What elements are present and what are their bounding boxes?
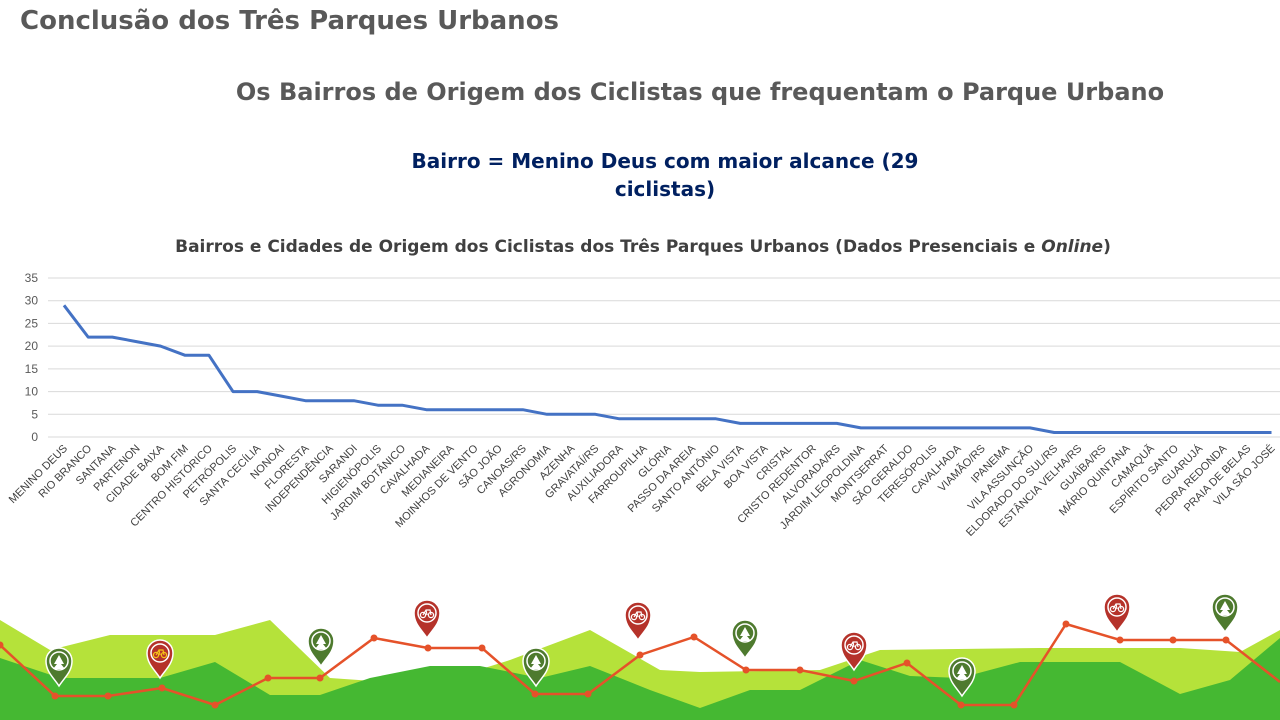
line-chart: Bairros e Cidades de Origem dos Ciclista… — [7, 237, 1280, 539]
y-tick-label: 20 — [25, 339, 39, 353]
y-tick-label: 35 — [25, 271, 39, 285]
bike-pin-icon — [146, 639, 174, 680]
bike-pin-icon — [413, 599, 441, 640]
tree-pin-icon — [307, 627, 335, 668]
slide-subtitle: Os Bairros de Origem dos Ciclistas que f… — [235, 78, 1165, 106]
y-tick-label: 15 — [25, 362, 39, 376]
highlight-line-1: Bairro = Menino Deus com maior alcance (… — [411, 149, 919, 173]
series-layer — [62, 304, 1272, 434]
bike-pin-icon — [840, 631, 868, 672]
chart-title: Bairros e Cidades de Origem dos Ciclista… — [175, 237, 1111, 257]
tree-pin-icon — [948, 657, 976, 698]
tree-pin-icon — [522, 647, 550, 688]
series-line — [62, 304, 1272, 434]
y-tick-label: 0 — [31, 430, 38, 444]
highlight-line-2: ciclistas) — [614, 177, 716, 201]
chart-title-italic: Online — [1041, 237, 1103, 257]
gridlines — [48, 277, 1280, 438]
y-tick-label: 30 — [25, 294, 39, 308]
decorative-footer — [0, 593, 1280, 720]
slide-title: Conclusão dos Três Parques Urbanos — [20, 6, 560, 36]
y-tick-label: 10 — [25, 385, 39, 399]
bike-pin-icon — [1103, 593, 1131, 634]
tree-pin-icon — [731, 619, 759, 660]
tree-pin-icon — [45, 647, 73, 688]
y-axis-ticks: 0 5 10 15 20 25 30 35 — [25, 271, 39, 444]
chart-title-main: Bairros e Cidades de Origem dos Ciclista… — [175, 237, 1041, 257]
chart-title-end: ) — [1103, 237, 1111, 257]
hill-dark-front — [0, 638, 1280, 720]
y-tick-label: 5 — [31, 407, 38, 421]
highlight-text: Bairro = Menino Deus com maior alcance (… — [380, 147, 950, 203]
tree-pin-icon — [1211, 593, 1239, 634]
bike-pin-icon — [624, 601, 652, 642]
y-tick-label: 25 — [25, 316, 39, 330]
route-points — [0, 620, 1230, 709]
